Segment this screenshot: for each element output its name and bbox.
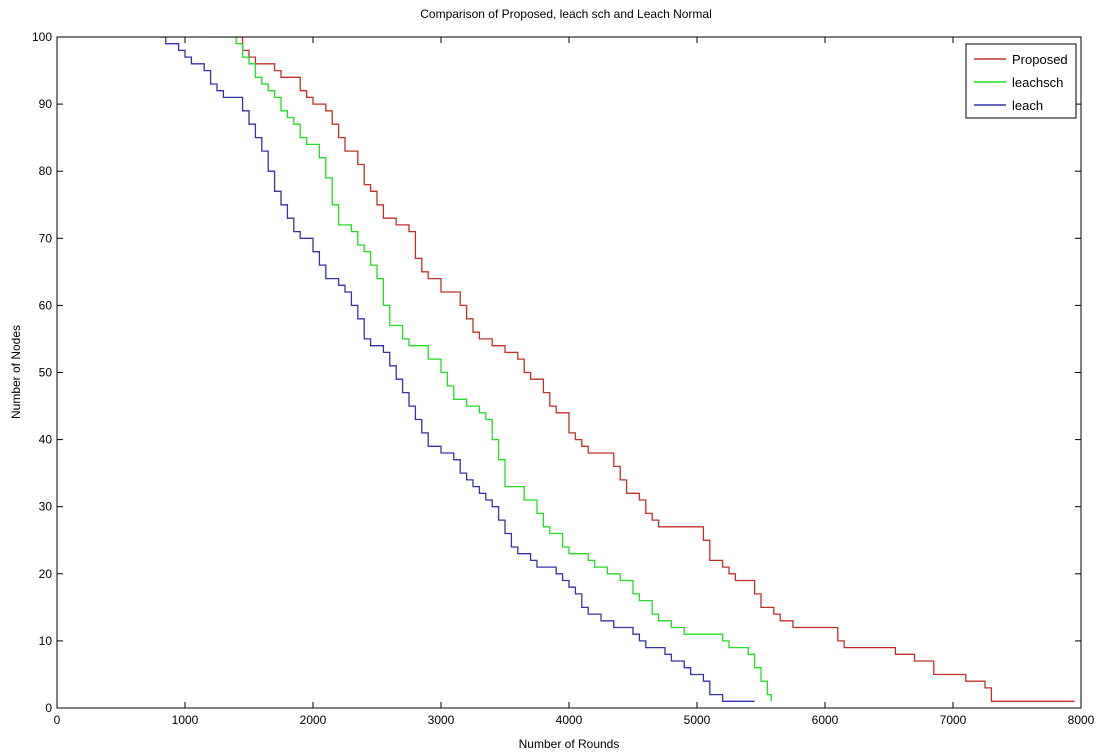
x-tick-label: 2000: [300, 713, 327, 727]
y-tick-label: 60: [39, 298, 53, 312]
x-tick-label: 3000: [428, 713, 455, 727]
x-axis-title: Number of Rounds: [519, 737, 620, 751]
series-line-leachsch: [210, 37, 772, 702]
x-tick-label: 5000: [684, 713, 711, 727]
x-tick-label: 7000: [940, 713, 967, 727]
y-tick-label: 40: [39, 433, 53, 447]
y-axis-title: Number of Nodes: [9, 325, 23, 419]
legend-label-leachsch: leachsch: [1012, 75, 1063, 90]
y-tick-label: 50: [39, 366, 53, 380]
x-tick-label: 1000: [172, 713, 199, 727]
x-tick-label: 6000: [812, 713, 839, 727]
plot-background: [57, 37, 1081, 708]
plot-area: [57, 37, 1081, 708]
legend-label-leach: leach: [1012, 98, 1043, 113]
x-tick-label: 4000: [556, 713, 583, 727]
series-group: [159, 37, 1075, 702]
legend: Proposed leachsch leach: [965, 43, 1077, 119]
x-tick-label: 8000: [1068, 713, 1095, 727]
series-line-proposed: [236, 37, 1075, 702]
y-tick-label: 100: [32, 30, 52, 44]
y-tick-label: 20: [39, 567, 53, 581]
x-tick-label: 0: [54, 713, 61, 727]
legend-label-proposed: Proposed: [1012, 52, 1068, 67]
series-layer: [159, 37, 1075, 702]
y-tick-label: 30: [39, 500, 53, 514]
y-tick-label: 80: [39, 164, 53, 178]
y-tick-label: 70: [39, 231, 53, 245]
axes-layer: 0 1000 2000 3000 4000 5000 6000 7000 8000 0 10 20 30…: [32, 30, 1095, 727]
chart-title: Comparison of Proposed, leach sch and Le…: [420, 7, 712, 21]
series-line-leach: [159, 37, 755, 702]
y-tick-label: 0: [45, 701, 52, 715]
y-tick-label: 10: [39, 634, 53, 648]
y-tick-label: 90: [39, 97, 53, 111]
